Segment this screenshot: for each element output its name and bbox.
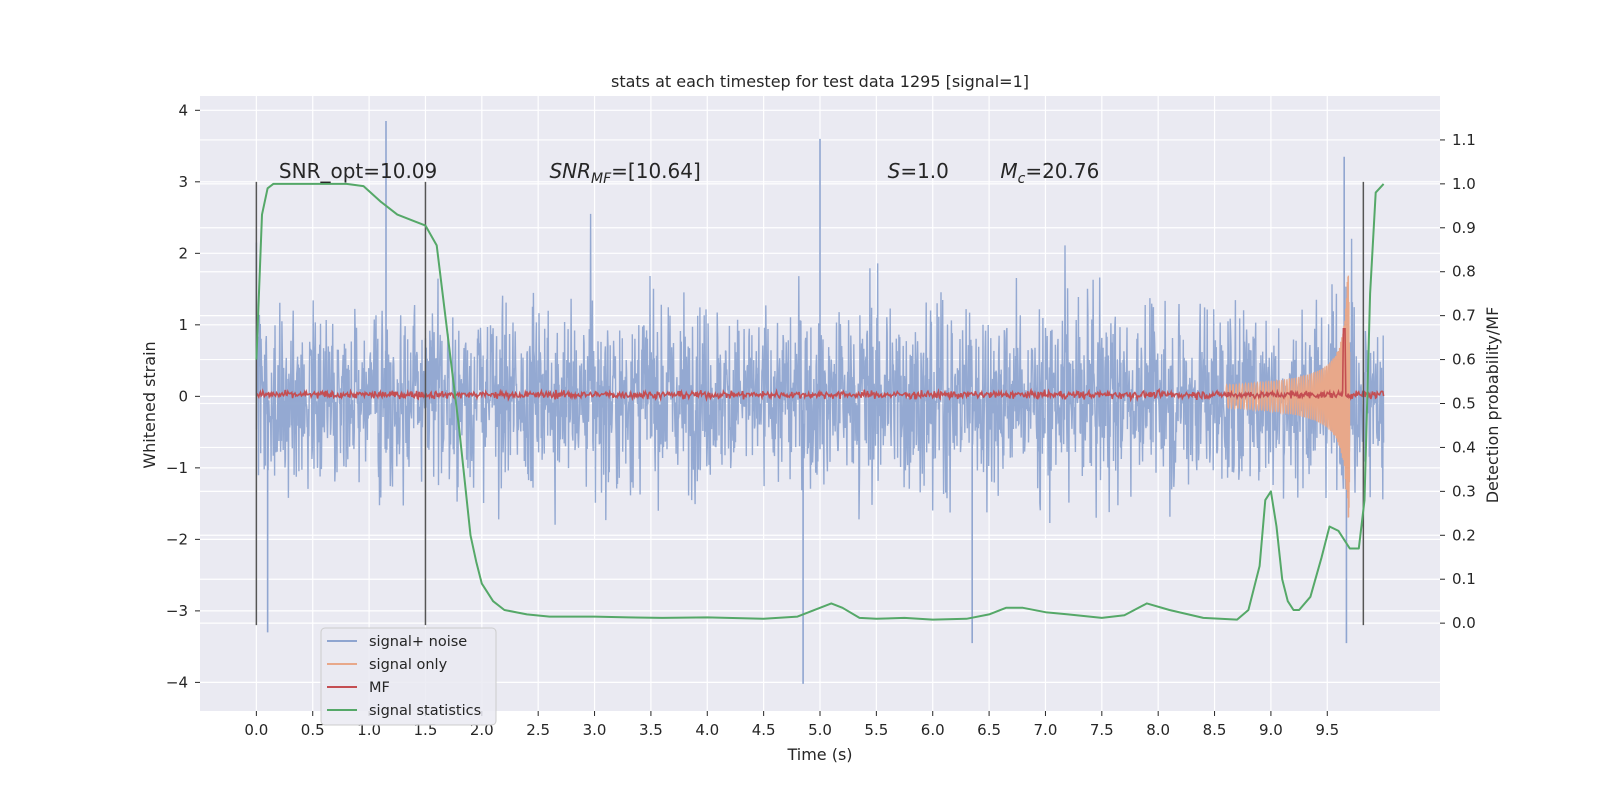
- x-tick-label: 5.0: [808, 721, 832, 739]
- legend-label: MF: [369, 680, 390, 696]
- y2-tick-label: 0.6: [1452, 351, 1476, 369]
- legend-label: signal statistics: [369, 703, 481, 719]
- annotation-text: Mc=20.76: [1000, 159, 1099, 187]
- annotation-text: SNR_opt=10.09: [279, 159, 437, 183]
- annotation-value: =1.0: [900, 159, 949, 183]
- x-tick-label: 2.5: [526, 721, 550, 739]
- axis-layer: 0.0 0.5 1.0 1.5 2.0 2.5 3.0 3.5 4.0 4.5 5.0 5.5 6.0 6…: [166, 101, 1476, 739]
- legend-label: signal only: [369, 657, 448, 673]
- legend-label: signal+ noise: [369, 634, 467, 650]
- x-tick-label: 6.0: [921, 721, 945, 739]
- y2-tick-label: 0.3: [1452, 482, 1476, 500]
- x-tick-label: 3.5: [639, 721, 663, 739]
- x-tick-label: 8.0: [1146, 721, 1170, 739]
- annotation-main: S: [888, 159, 901, 183]
- annotation-main: SNR: [549, 159, 591, 183]
- signal-layer: [1225, 275, 1351, 518]
- x-tick-label: 6.5: [977, 721, 1001, 739]
- y2-tick-label: 1.0: [1452, 175, 1476, 193]
- x-tick-label: 9.0: [1259, 721, 1283, 739]
- x-axis-label: Time (s): [786, 745, 852, 764]
- x-tick-label: 5.5: [864, 721, 888, 739]
- y2-tick-label: 0.4: [1452, 438, 1476, 456]
- series-signal-statistics: [255, 182, 1385, 621]
- y2-tick-label: 0.9: [1452, 219, 1476, 237]
- annotation-text: S=1.0: [888, 159, 949, 183]
- annotation-value: =20.76: [1025, 159, 1099, 183]
- annotation-layer: SNR_opt=10.09 SNRMF=[10.64] S=1.0 Mc=20.76: [279, 159, 1099, 187]
- x-tick-label: 0.5: [301, 721, 325, 739]
- legend-box: [320, 627, 497, 726]
- annotation-subscript: c: [1018, 171, 1026, 187]
- annotation-main: SNR_opt=10.09: [279, 159, 437, 183]
- y2-tick-label: 1.1: [1452, 131, 1476, 149]
- x-tick-label: 4.0: [695, 721, 719, 739]
- y2-tick-label: 0.1: [1452, 570, 1476, 588]
- x-tick-label: 8.5: [1203, 721, 1227, 739]
- x-tick-label: 7.0: [1034, 721, 1058, 739]
- annotation-text: SNRMF=[10.64]: [549, 159, 700, 187]
- y2-tick-label: 0.7: [1452, 307, 1476, 325]
- y-tick-label: −1: [166, 459, 188, 477]
- series-mf: [256, 328, 1385, 403]
- y-tick-label: 1: [178, 316, 188, 334]
- x-tick-label: 4.5: [752, 721, 776, 739]
- vline-layer: [255, 181, 1365, 626]
- y-tick-label: 0: [178, 387, 188, 405]
- annotation-value: =[10.64]: [611, 159, 701, 183]
- y-tick-label: 4: [178, 101, 188, 119]
- x-tick-label: 3.0: [583, 721, 607, 739]
- y-tick-label: −4: [166, 673, 188, 691]
- y-tick-label: 3: [178, 173, 188, 191]
- x-tick-label: 9.5: [1315, 721, 1339, 739]
- y2-tick-label: 0.5: [1452, 395, 1476, 413]
- annotation-main: M: [1000, 159, 1017, 183]
- stat-layer: [255, 182, 1385, 621]
- y-tick-label: −2: [166, 530, 188, 548]
- y2-tick-label: 0.2: [1452, 526, 1476, 544]
- y2-tick-label: 0.8: [1452, 263, 1476, 281]
- y2-axis-label: Detection probability/MF: [1483, 307, 1502, 504]
- y-tick-label: 2: [178, 244, 188, 262]
- series-signal-only: [1225, 275, 1351, 518]
- x-tick-label: 7.5: [1090, 721, 1114, 739]
- legend: signal+ noise signal only MF signal statist…: [320, 627, 497, 726]
- mf-layer: [256, 328, 1385, 403]
- series-signal-noise: [255, 213, 1385, 525]
- annotation-subscript: MF: [591, 171, 612, 187]
- x-tick-label: 0.0: [244, 721, 268, 739]
- chart-title: stats at each timestep for test data 129…: [611, 72, 1029, 91]
- y2-tick-label: 0.0: [1452, 614, 1476, 632]
- y-axis-label: Whitened strain: [140, 341, 159, 468]
- y-tick-label: −3: [166, 602, 188, 620]
